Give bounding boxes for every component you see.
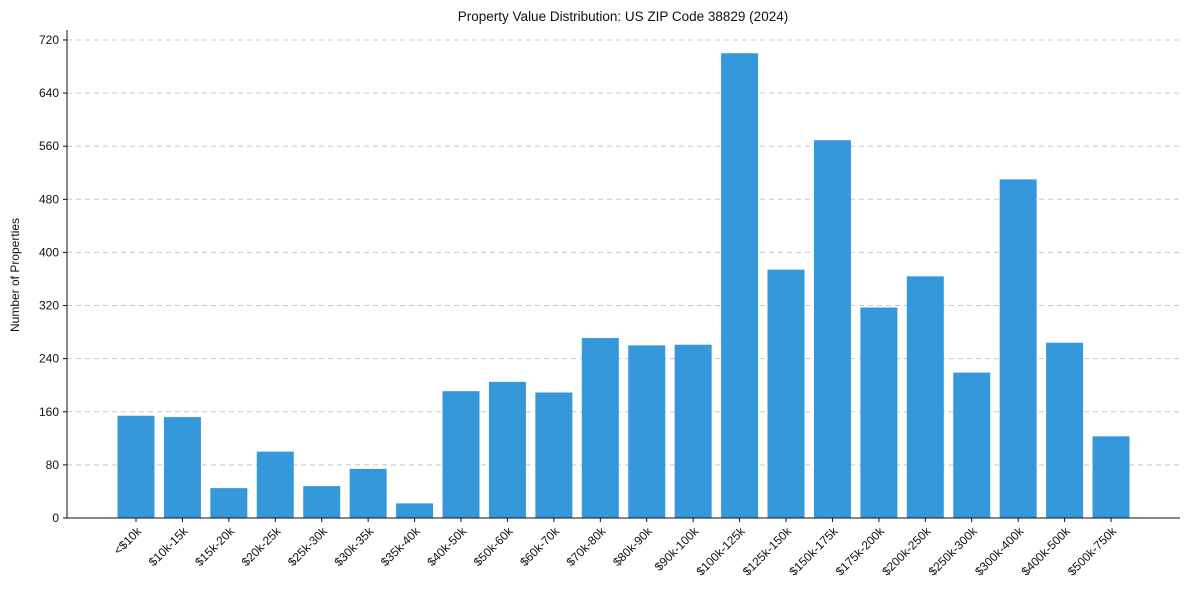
y-tick-label: 400 [39,245,59,259]
bar [256,451,294,518]
y-tick-label: 160 [39,405,59,419]
y-tick-label: 640 [39,86,59,100]
y-ticks: 0 80 160 240 320 400 480 560 640 720 [39,33,67,525]
x-tick-label: $10k-15k [146,524,192,570]
bar [396,503,434,518]
bar [349,468,387,518]
x-tick-label: $50k-60k [471,524,517,570]
y-tick-label: 560 [39,139,59,153]
bar [767,269,805,518]
bar [442,391,480,518]
bar [1046,342,1084,518]
y-tick-label: 0 [52,511,59,525]
x-tick-label: $80k-90k [610,524,656,570]
x-tick-label: $70k-80k [564,524,610,570]
y-axis-label: Number of Properties [8,218,22,332]
bar [488,381,526,518]
y-tick-label: 80 [46,458,60,472]
bar [999,179,1037,518]
x-tick-label: $30k-35k [331,524,377,570]
bar [628,345,666,518]
x-tick-label: $500k-750k [1065,524,1120,579]
bar [163,417,201,518]
bar [1092,436,1130,518]
y-tick-label: 320 [39,299,59,313]
bar [813,140,851,518]
axes [66,30,1180,519]
x-tick-label: $25k-30k [285,524,331,570]
x-tick-label: $40k-50k [424,524,470,570]
bar [674,344,712,518]
y-tick-label: 480 [39,192,59,206]
bars [117,53,1130,518]
bar [117,415,155,518]
y-tick-label: 720 [39,33,59,47]
bar [303,486,341,518]
x-tick-label: <$10k [111,524,145,558]
x-tick-label: $20k-25k [239,524,285,570]
x-tick-label: $15k-20k [192,524,238,570]
x-ticks: <$10k $10k-15k $15k-20k $20k-25k $25k-30k $30… [111,518,1120,578]
bar [210,488,248,518]
bar [535,392,573,518]
bar [860,307,898,518]
y-tick-label: 240 [39,352,59,366]
bar [581,338,619,518]
bar [721,53,759,518]
grid-lines [67,39,1180,466]
bar [906,276,944,518]
x-tick-label: $60k-70k [517,524,563,570]
x-tick-label: $35k-40k [378,524,424,570]
bar [953,372,991,518]
chart-title: Property Value Distribution: US ZIP Code… [458,9,788,24]
